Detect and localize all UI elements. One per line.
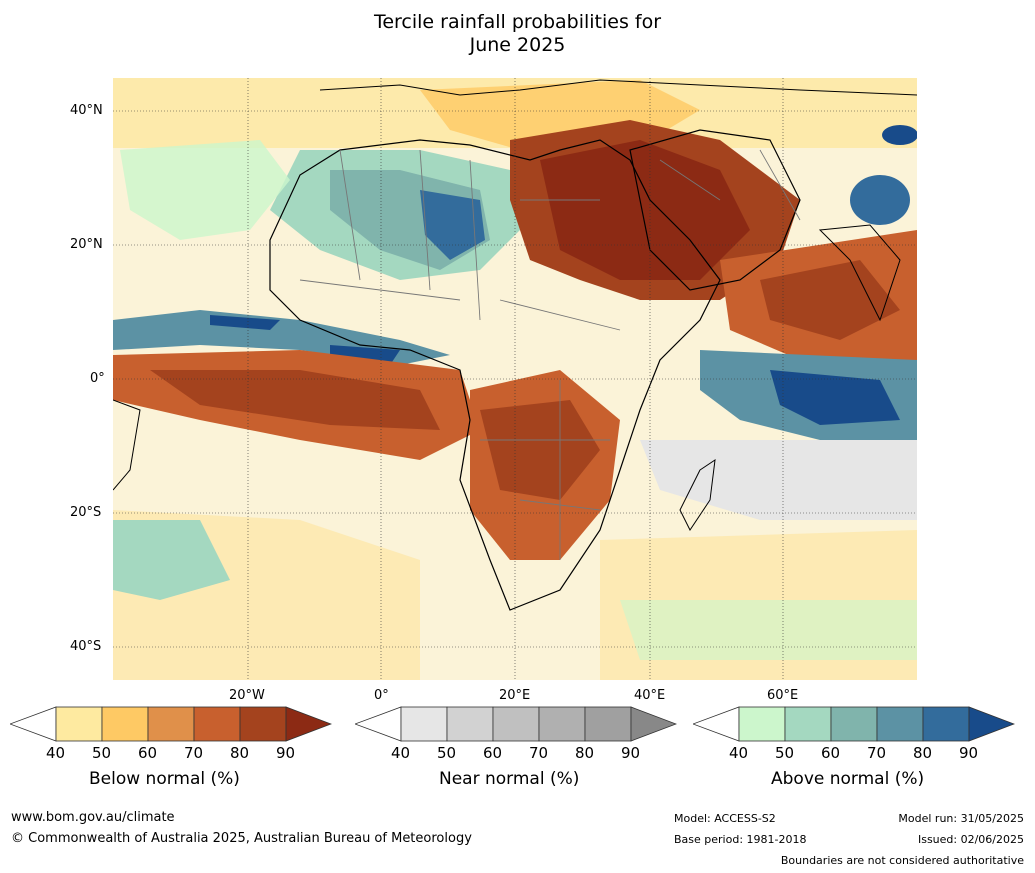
colorbar-low-arrow: [10, 706, 57, 742]
footer-model-run: Model run: 31/05/2025: [898, 812, 1024, 825]
colorbar-bin-3: [147, 706, 195, 742]
colorbar-bin-2: [784, 706, 832, 742]
colorbar-bin-5: [922, 706, 970, 742]
colorbar-bin-4: [538, 706, 586, 742]
lat-label-20n: 20°N: [70, 237, 103, 252]
colorbar-high-arrow: [285, 706, 332, 742]
colorbar-bin-5: [239, 706, 287, 742]
lon-label-20e: 20°E: [499, 688, 531, 703]
near-normal-colorbar: [355, 706, 677, 742]
below-normal-tick-70: 70: [184, 744, 204, 762]
map-title-line2: June 2025: [469, 34, 566, 56]
colorbar-low-arrow: [693, 706, 740, 742]
colorbar-bin-3: [830, 706, 878, 742]
below-normal-colorbar: [10, 706, 332, 742]
colorbar-bin-2: [446, 706, 494, 742]
above-normal-tick-90: 90: [959, 744, 979, 762]
arabia-coastline: [629, 129, 801, 291]
below-normal-tick-90: 90: [276, 744, 296, 762]
above-normal-tick-40: 40: [729, 744, 749, 762]
near-normal-tick-60: 60: [483, 744, 503, 762]
colorbar-bin-2: [101, 706, 149, 742]
below-normal-tick-60: 60: [138, 744, 158, 762]
colorbar-low-arrow: [355, 706, 402, 742]
above-normal-tick-80: 80: [913, 744, 933, 762]
lon-label-60e: 60°E: [767, 688, 799, 703]
above-normal-title: Above normal (%): [771, 769, 925, 789]
colorbar-high-arrow: [968, 706, 1015, 742]
below-normal-tick-50: 50: [92, 744, 112, 762]
near-normal-tick-40: 40: [391, 744, 411, 762]
near-normal-title: Near normal (%): [439, 769, 580, 789]
below-normal-tick-40: 40: [46, 744, 66, 762]
footer-url[interactable]: www.bom.gov.au/climate: [11, 810, 175, 825]
madagascar-coastline: [679, 458, 716, 531]
lon-label-40e: 40°E: [634, 688, 666, 703]
footer-issued: Issued: 02/06/2025: [917, 833, 1024, 846]
below-normal-tick-80: 80: [230, 744, 250, 762]
footer-model: Model: ACCESS-S2: [674, 812, 776, 825]
footer-base-period: Base period: 1981-2018: [674, 833, 807, 846]
above-normal-tick-50: 50: [775, 744, 795, 762]
colorbar-bin-4: [193, 706, 241, 742]
lon-label-20w: 20°W: [229, 688, 265, 703]
below-normal-title: Below normal (%): [89, 769, 240, 789]
above-normal-colorbar: [693, 706, 1015, 742]
lat-label-20s: 20°S: [70, 505, 102, 520]
colorbar-high-arrow: [630, 706, 677, 742]
above-normal-tick-60: 60: [821, 744, 841, 762]
lat-label-0: 0°: [90, 371, 105, 386]
india-coastline: [818, 224, 901, 322]
colorbar-bin-5: [584, 706, 632, 742]
country-boundaries: [299, 149, 801, 560]
above-normal-tick-70: 70: [867, 744, 887, 762]
colorbar-bin-1: [55, 706, 103, 742]
colorbar-bin-4: [876, 706, 924, 742]
near-normal-tick-70: 70: [529, 744, 549, 762]
lon-label-0: 0°: [374, 688, 389, 703]
lat-label-40n: 40°N: [70, 103, 103, 118]
near-normal-tick-80: 80: [575, 744, 595, 762]
colorbar-bin-3: [492, 706, 540, 742]
near-normal-tick-50: 50: [437, 744, 457, 762]
lat-label-40s: 40°S: [70, 639, 102, 654]
near-normal-tick-90: 90: [621, 744, 641, 762]
graticule: [113, 78, 917, 680]
footer-disclaimer: Boundaries are not considered authoritat…: [780, 854, 1024, 867]
footer-copyright: © Commonwealth of Australia 2025, Austra…: [11, 831, 472, 846]
colorbar-bin-1: [738, 706, 786, 742]
colorbar-bin-1: [400, 706, 448, 742]
map-title-line1: Tercile rainfall probabilities for: [373, 11, 662, 33]
